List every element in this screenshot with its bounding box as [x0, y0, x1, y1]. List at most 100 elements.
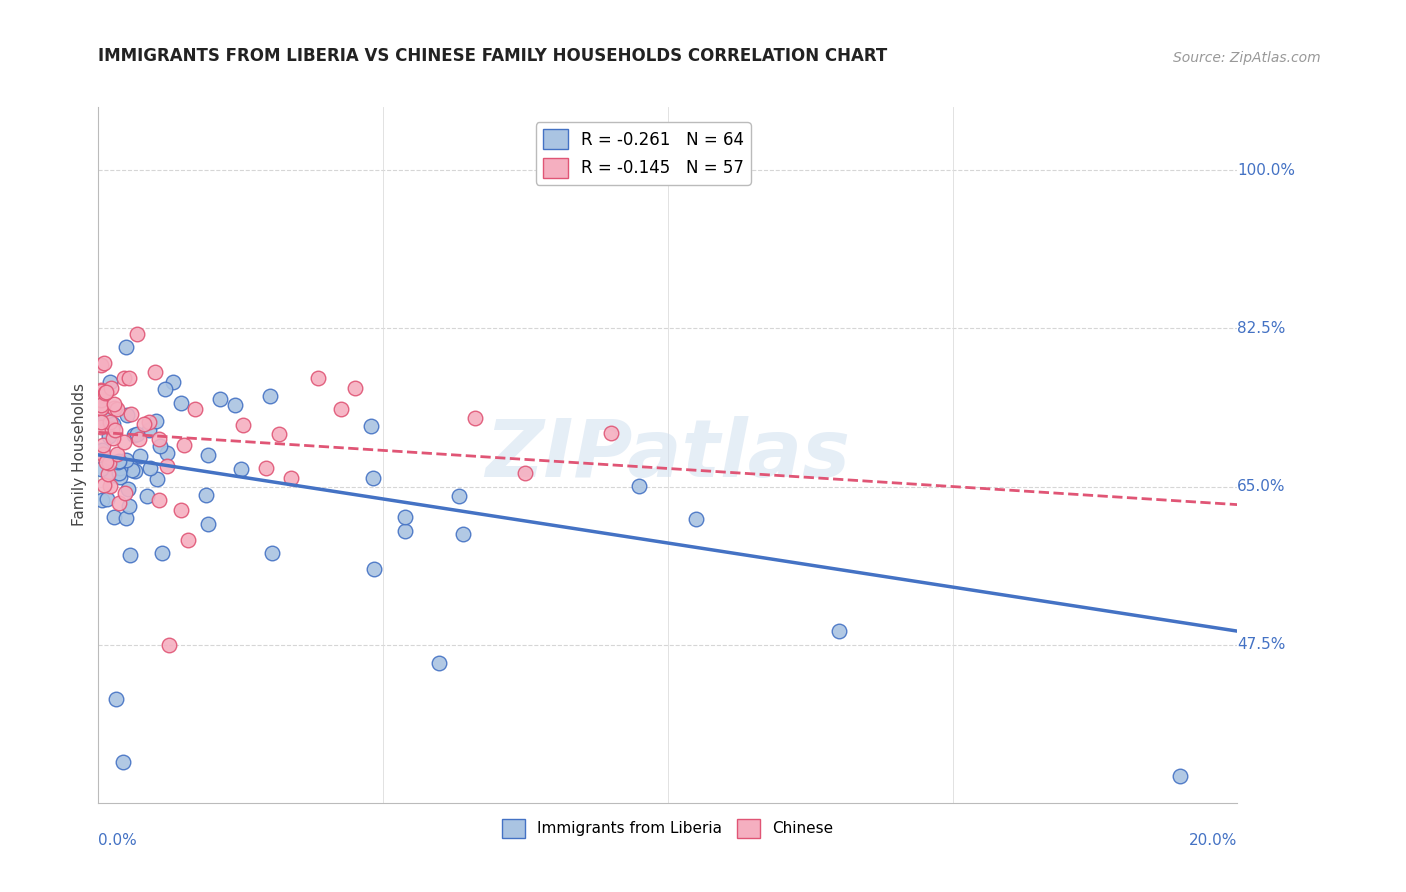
Point	[98, 375, 121, 389]
Point	[90, 401, 112, 416]
Point	[361, 471, 384, 485]
Point	[138, 423, 160, 437]
Point	[176, 533, 198, 547]
Point	[254, 461, 277, 475]
Point	[360, 419, 382, 434]
Point	[98, 465, 121, 479]
Point	[394, 524, 416, 538]
Point	[111, 755, 134, 769]
Point	[94, 385, 117, 400]
Text: 82.5%: 82.5%	[1237, 321, 1285, 336]
Point	[118, 548, 141, 562]
Point	[125, 327, 148, 342]
Point	[114, 486, 136, 500]
Point	[451, 527, 474, 541]
Point	[115, 340, 138, 354]
Point	[464, 411, 486, 425]
Point	[363, 562, 385, 576]
Point	[280, 471, 302, 485]
Point	[101, 468, 124, 483]
Text: 65.0%: 65.0%	[1237, 479, 1285, 494]
Point	[93, 447, 115, 461]
Text: Source: ZipAtlas.com: Source: ZipAtlas.com	[1173, 52, 1320, 65]
Point	[100, 381, 122, 395]
Point	[112, 434, 135, 449]
Text: 20.0%: 20.0%	[1189, 833, 1237, 848]
Point	[108, 466, 131, 480]
Point	[170, 396, 193, 410]
Point	[600, 425, 623, 440]
Point	[103, 431, 125, 445]
Point	[90, 392, 112, 407]
Text: 0.0%: 0.0%	[98, 833, 138, 848]
Point	[146, 472, 169, 486]
Text: 100.0%: 100.0%	[1237, 163, 1295, 178]
Point	[117, 482, 139, 496]
Point	[156, 446, 179, 460]
Point	[173, 438, 195, 452]
Point	[108, 454, 131, 468]
Point	[138, 415, 160, 429]
Point	[344, 381, 367, 395]
Point	[145, 414, 167, 428]
Text: 47.5%: 47.5%	[1237, 637, 1285, 652]
Point	[101, 422, 124, 436]
Point	[628, 479, 651, 493]
Point	[132, 417, 155, 431]
Point	[118, 371, 141, 385]
Point	[97, 467, 120, 481]
Point	[127, 426, 149, 441]
Point	[262, 546, 284, 560]
Point	[394, 509, 416, 524]
Point	[195, 488, 218, 502]
Point	[98, 415, 121, 429]
Point	[120, 458, 142, 472]
Point	[90, 419, 112, 434]
Point	[136, 489, 159, 503]
Point	[197, 516, 219, 531]
Point	[149, 439, 172, 453]
Point	[94, 412, 117, 426]
Point	[90, 462, 112, 476]
Point	[96, 492, 118, 507]
Point	[129, 449, 152, 463]
Point	[96, 455, 118, 469]
Point	[157, 638, 180, 652]
Point	[121, 463, 143, 477]
Point	[93, 478, 115, 492]
Point	[515, 467, 537, 481]
Legend: Immigrants from Liberia, Chinese: Immigrants from Liberia, Chinese	[496, 813, 839, 844]
Point	[90, 492, 112, 507]
Point	[107, 455, 129, 469]
Point	[105, 447, 128, 461]
Point	[150, 546, 173, 560]
Point	[128, 432, 150, 446]
Point	[90, 415, 112, 429]
Point	[429, 656, 451, 670]
Point	[112, 371, 135, 385]
Point	[114, 458, 136, 473]
Point	[267, 427, 290, 442]
Point	[104, 692, 127, 706]
Point	[231, 462, 253, 476]
Point	[447, 489, 470, 503]
Point	[115, 452, 138, 467]
Point	[103, 401, 125, 416]
Point	[103, 509, 125, 524]
Point	[162, 375, 184, 389]
Point	[307, 371, 329, 385]
Point	[120, 407, 142, 421]
Point	[91, 438, 114, 452]
Point	[139, 461, 162, 475]
Point	[90, 383, 112, 397]
Point	[153, 382, 176, 396]
Point	[224, 398, 246, 412]
Point	[90, 359, 112, 373]
Point	[685, 512, 707, 526]
Point	[108, 496, 131, 510]
Y-axis label: Family Households: Family Households	[72, 384, 87, 526]
Point	[232, 417, 254, 432]
Point	[259, 389, 281, 403]
Point	[98, 456, 121, 470]
Point	[90, 384, 112, 399]
